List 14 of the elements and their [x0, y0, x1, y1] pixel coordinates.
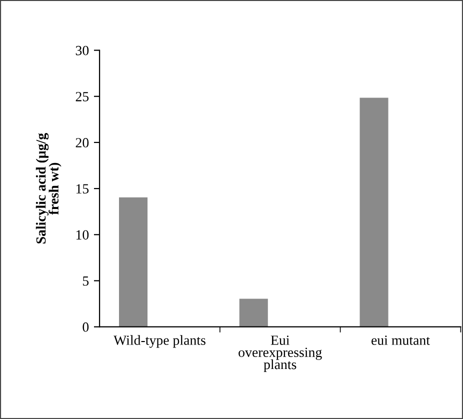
y-tick-label: 10: [76, 230, 89, 240]
y-tick-label: 25: [76, 92, 89, 102]
y-tick-label: 20: [76, 138, 89, 148]
x-tick-label: eui mutant: [372, 336, 430, 345]
y-tick-label: 30: [76, 46, 89, 56]
x-tick-label: Wild-type plants: [114, 335, 206, 348]
y-axis-title: Salicylic acid (μg/g fresh wt): [36, 133, 62, 244]
x-tick-label: Eui overexpressing plants: [238, 336, 322, 372]
bar: [239, 298, 268, 327]
y-tick-label: 0: [82, 322, 89, 332]
y-tick-label: 15: [76, 184, 89, 194]
y-tick-label: 5: [82, 276, 89, 286]
bar: [360, 98, 388, 327]
bar: [118, 197, 148, 327]
